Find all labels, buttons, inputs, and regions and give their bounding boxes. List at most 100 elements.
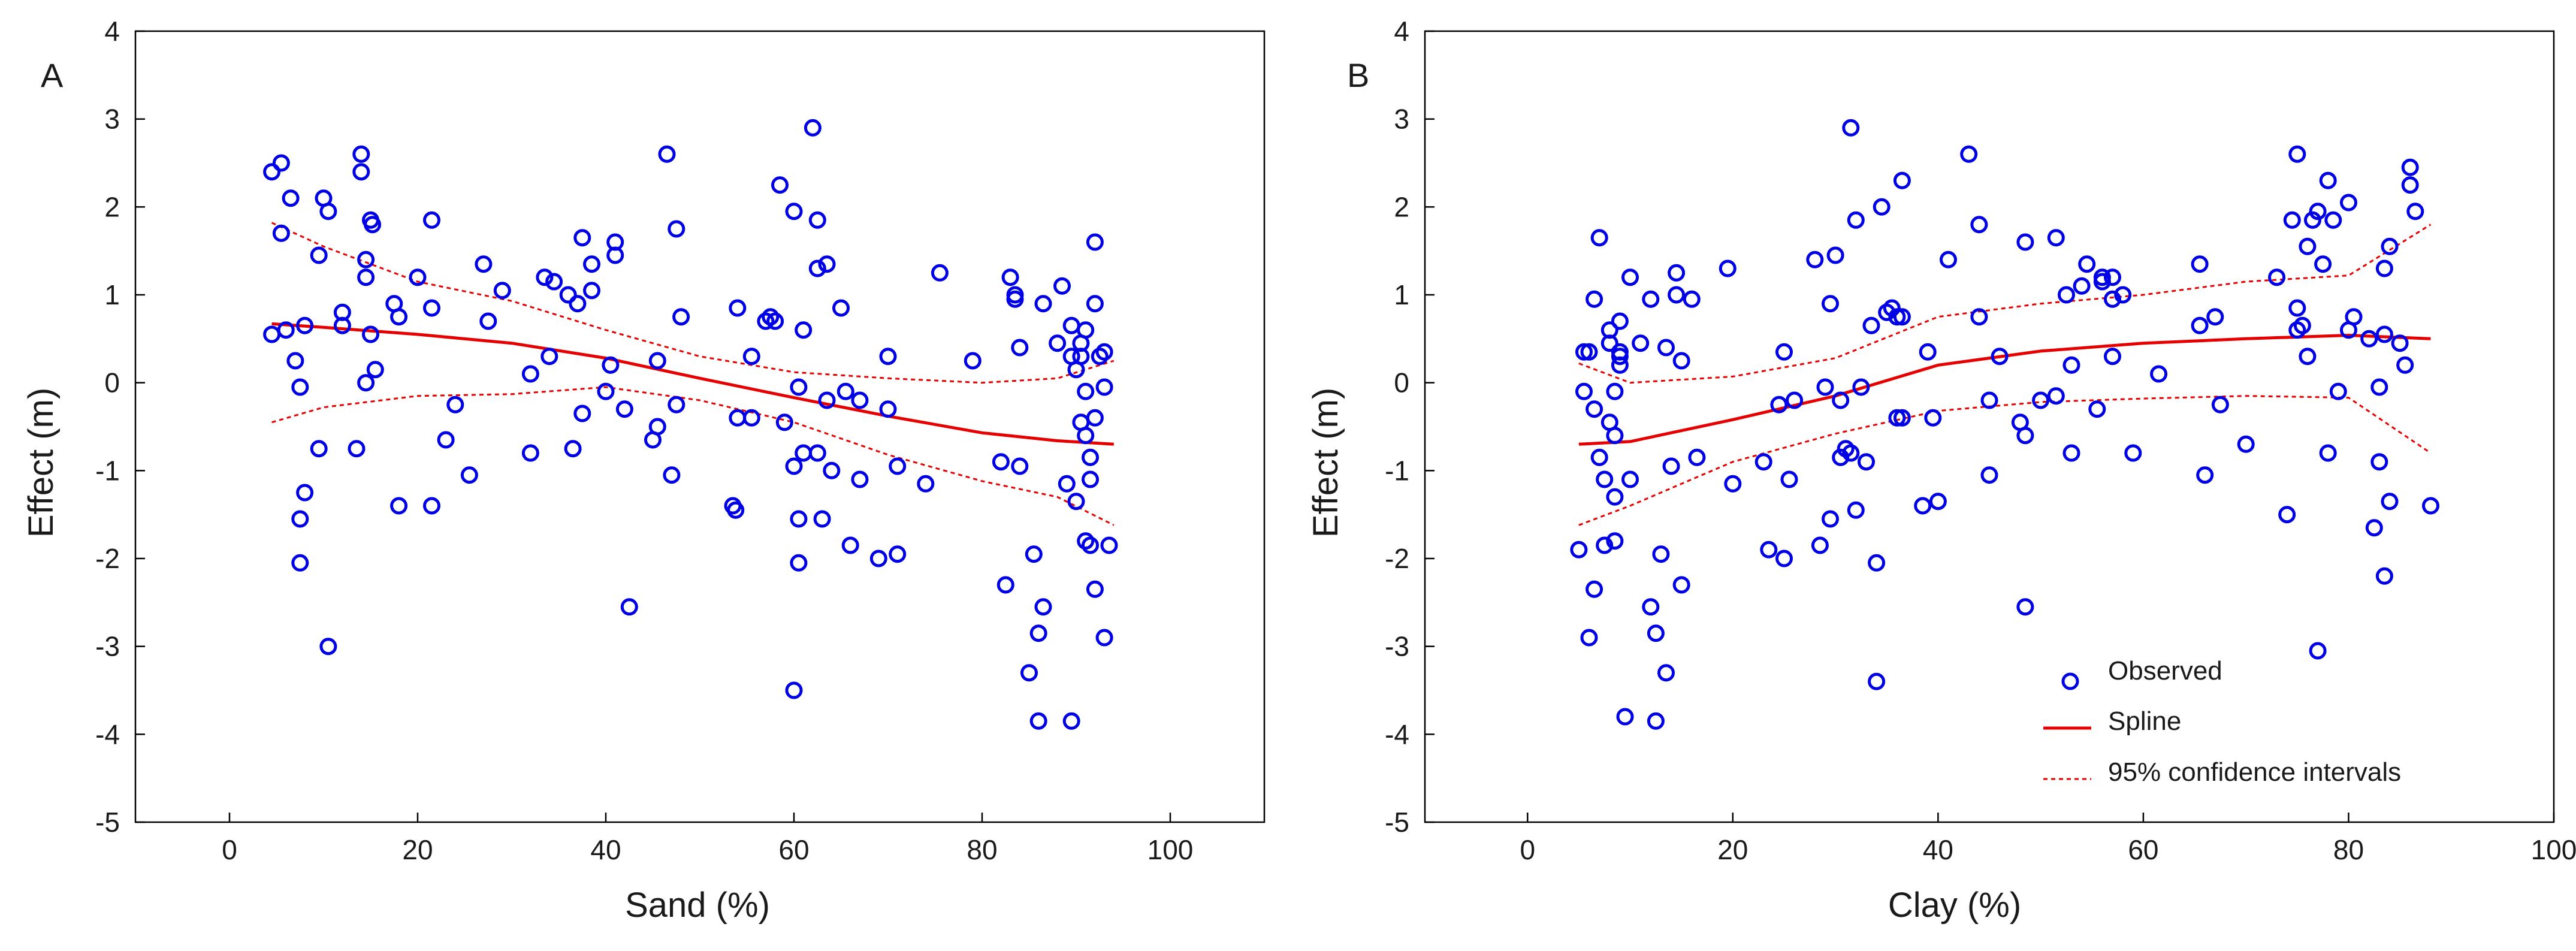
- legend-observed-marker: [2061, 672, 2079, 690]
- panel-a-y-tick-label: 1: [104, 279, 120, 310]
- panel-b-observed-point: [2314, 255, 2332, 273]
- panel-b-observed-point: [2088, 400, 2106, 418]
- panel-a-observed-point: [1095, 378, 1113, 396]
- panel-b-observed-point: [1826, 246, 1844, 264]
- panel-a-observed-point: [869, 550, 887, 567]
- panel-b-observed-point: [1647, 712, 1665, 730]
- legend-spline-label: Spline: [2108, 707, 2181, 736]
- panel-a-observed-point: [668, 220, 685, 238]
- panel-b-y-tick-label: -5: [1385, 807, 1409, 838]
- panel-b-observed-point: [1847, 211, 1865, 229]
- panel-b-observed-point: [2206, 308, 2224, 326]
- panel-b-observed-point: [1688, 448, 1706, 466]
- panel-b-observed-point: [1596, 536, 1614, 554]
- panel-b-observed-point: [2016, 598, 2034, 616]
- panel-a-observed-point: [540, 348, 558, 366]
- panel-b-observed-point: [1868, 672, 1886, 690]
- panel-b-observed-point: [2191, 316, 2209, 334]
- panel-b-observed-point: [1611, 348, 1629, 366]
- panel-a-observed-point: [729, 299, 747, 317]
- panel-a-y-tick-label: 4: [104, 16, 120, 47]
- panel-b-observed-point: [1616, 708, 1634, 726]
- panel-a-observed-point: [1034, 295, 1052, 313]
- panel-a-y-tick-label: 0: [104, 367, 120, 398]
- panel-b-observed-point: [2104, 290, 2121, 308]
- panel-b-observed-point: [2062, 356, 2080, 374]
- panel-b-x-tick-label: 0: [1520, 834, 1535, 865]
- panel-b-ci-lower-line: [1578, 395, 2432, 526]
- panel-a-observed-point: [785, 457, 803, 475]
- panel-a-observed-point: [757, 312, 775, 330]
- panel-a-observed-point: [475, 255, 493, 273]
- panel-a-observed-point: [291, 554, 309, 572]
- panel-a-y-tick-label: -3: [95, 631, 120, 662]
- panel-b-observed-point: [2340, 194, 2357, 212]
- panel-b-observed-point: [1811, 536, 1829, 554]
- panel-b-observed-point: [1780, 470, 1798, 488]
- panel-a-y-tick-label: -5: [95, 807, 120, 838]
- panel-b-y-axis-title: Effect (m): [1306, 388, 1345, 538]
- panel-b-observed-point: [2047, 387, 2065, 405]
- panel-a-observed-point: [319, 203, 337, 221]
- panel-a-observed-point: [889, 457, 907, 475]
- legend-ci-label: 95% confidence intervals: [2108, 757, 2401, 787]
- panel-a-observed-point: [521, 444, 539, 462]
- panel-b-observed-point: [1668, 264, 1686, 282]
- panel-a-observed-point: [1100, 536, 1118, 554]
- panel-a-observed-point: [1086, 409, 1104, 427]
- panel-a-observed-point: [559, 286, 577, 304]
- panel-a-observed-point: [1082, 448, 1099, 466]
- panel-b-observed-point: [2324, 211, 2342, 229]
- panel-b-observed-point: [1606, 488, 1624, 506]
- panel-a-observed-point: [672, 308, 690, 326]
- panel-a-observed-point: [879, 348, 897, 366]
- panel-b-ci-upper-line: [1578, 224, 2432, 384]
- panel-b-observed-point: [2401, 158, 2419, 176]
- panel-a-x-tick-label: 80: [967, 834, 997, 865]
- panel-a-observed-point: [1077, 427, 1095, 445]
- panel-a-letter: A: [41, 56, 64, 94]
- panel-a-observed-point: [583, 255, 600, 273]
- panel-b-observed-point: [1980, 391, 1998, 409]
- panel-a-observed-point: [564, 440, 582, 458]
- panel-b-observed-point: [1642, 598, 1660, 616]
- panel-a-observed-point: [1086, 233, 1104, 251]
- panel-b-observed-point: [1991, 348, 2009, 366]
- panel-b-observed-point: [1960, 145, 1978, 163]
- panel-a-observed-point: [841, 536, 859, 554]
- panel-b-observed-point: [1893, 409, 1911, 427]
- panel-b-observed-point: [1606, 382, 1624, 400]
- panel-a-observed-point: [597, 382, 615, 400]
- panel-a-observed-point: [357, 268, 375, 286]
- panel-b-observed-point: [1847, 501, 1865, 519]
- panel-b-y-tick-label: -1: [1385, 455, 1409, 486]
- panel-b-observed-point: [1970, 308, 1988, 326]
- panel-b-observed-point: [2288, 145, 2306, 163]
- panel-b-observed-point: [1832, 448, 1850, 466]
- panel-b-observed-point: [1590, 229, 1608, 247]
- panel-a-observed-point: [615, 400, 633, 418]
- panel-a-observed-point: [277, 321, 295, 339]
- panel-a-spline-line: [271, 322, 1114, 446]
- panel-b-observed-point: [1580, 343, 1598, 361]
- panel-a-observed-point: [1095, 343, 1113, 361]
- panel-b-observed-point: [1775, 550, 1793, 567]
- panel-a-observed-point: [352, 163, 370, 181]
- panel-a-observed-point: [296, 484, 314, 502]
- panel-b-observed-point: [1822, 510, 1839, 528]
- panel-b-observed-point: [2375, 567, 2393, 585]
- panel-b-observed-point: [1816, 378, 1834, 396]
- panel-a-observed-point: [446, 396, 464, 413]
- panel-b-observed-point: [1575, 343, 1593, 361]
- panel-b-observed-point: [1883, 299, 1901, 317]
- panel-b-observed-point: [2309, 203, 2327, 221]
- panel-b-observed-point: [1893, 308, 1911, 326]
- panel-a-observed-point: [727, 501, 745, 519]
- panel-a-observed-point: [879, 400, 897, 418]
- panel-a-observed-point: [729, 409, 747, 427]
- panel-a-observed-point: [1025, 545, 1043, 563]
- panel-b-observed-point: [1611, 312, 1629, 330]
- panel-a-observed-point: [545, 273, 563, 291]
- panel-b-observed-point: [2078, 255, 2096, 273]
